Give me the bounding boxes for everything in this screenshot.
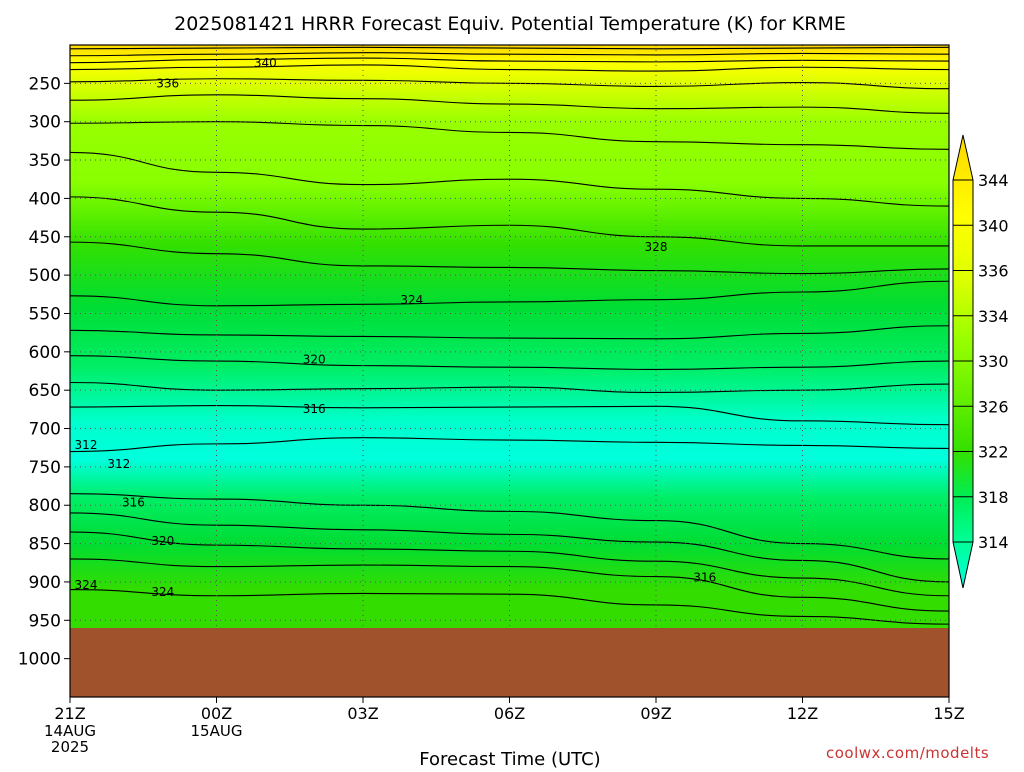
colorbar-label-330: 330 bbox=[978, 352, 1009, 371]
x-tick-label-1: 00Z bbox=[201, 704, 232, 723]
colorbar-label-334: 334 bbox=[978, 307, 1009, 326]
contour-label-1: 336 bbox=[156, 77, 179, 91]
y-tick-label-750: 750 bbox=[29, 458, 61, 478]
credit-text: coolwx.com/modelts bbox=[826, 744, 990, 762]
y-tick-label-950: 950 bbox=[29, 611, 61, 631]
y-tick-label-600: 600 bbox=[29, 343, 61, 363]
ground-surface bbox=[70, 627, 949, 697]
colorbar-label-340: 340 bbox=[978, 216, 1009, 235]
colorbar-label-314: 314 bbox=[978, 533, 1009, 552]
y-tick-label-650: 650 bbox=[29, 381, 61, 401]
contour-342-1 bbox=[70, 52, 949, 57]
contour-332-6 bbox=[70, 121, 949, 150]
contour-338-3 bbox=[70, 64, 949, 72]
y-tick-label-300: 300 bbox=[29, 113, 61, 133]
contour-322-19 bbox=[70, 558, 949, 612]
contour-316-16 bbox=[70, 493, 949, 560]
x-axis-label: Forecast Time (UTC) bbox=[419, 749, 600, 768]
contour-label-0: 340 bbox=[254, 56, 277, 70]
contour-322-11 bbox=[70, 325, 949, 340]
x-tick-sublabel-0-0: 14AUG bbox=[44, 722, 96, 740]
contour-label-2: 328 bbox=[645, 240, 668, 254]
colorbar-label-318: 318 bbox=[978, 488, 1009, 507]
x-tick-label-3: 06Z bbox=[494, 704, 525, 723]
chart-title: 2025081421 HRRR Forecast Equiv. Potentia… bbox=[174, 13, 846, 35]
contour-label-3: 324 bbox=[400, 293, 423, 307]
x-tick-label-0: 21Z bbox=[54, 704, 85, 723]
grid-lines bbox=[70, 45, 949, 697]
y-axis: 250 300 350 400 450 500 550 600 650 700 750 800 850 9… bbox=[18, 74, 70, 670]
y-tick-label-400: 400 bbox=[29, 189, 61, 209]
contour-label-6: 312 bbox=[75, 438, 98, 452]
contour-320-12 bbox=[70, 355, 949, 371]
contour-label-11: 324 bbox=[151, 585, 174, 599]
contour-label-12: 316 bbox=[693, 571, 716, 585]
contour-label-9: 320 bbox=[151, 534, 174, 548]
colorbar-label-344: 344 bbox=[978, 171, 1009, 190]
colorbar: 344 340 336 334 330 326 322 318 314 bbox=[952, 134, 1009, 589]
contour-label-5: 316 bbox=[303, 402, 326, 416]
plot-fill bbox=[70, 45, 949, 662]
contour-label-7: 312 bbox=[107, 457, 130, 471]
x-tick-sublabel-0-1: 2025 bbox=[51, 738, 89, 756]
x-tick-sublabel-1-0: 15AUG bbox=[191, 722, 243, 740]
x-tick-label-4: 09Z bbox=[640, 704, 671, 723]
y-tick-label-450: 450 bbox=[29, 228, 61, 248]
y-tick-label-850: 850 bbox=[29, 535, 61, 555]
y-tick-label-500: 500 bbox=[29, 266, 61, 286]
contour-336-4 bbox=[70, 78, 949, 90]
colorbar-label-336: 336 bbox=[978, 262, 1009, 281]
y-tick-label-800: 800 bbox=[29, 496, 61, 516]
y-tick-label-550: 550 bbox=[29, 304, 61, 324]
contour-label-8: 316 bbox=[122, 495, 145, 509]
x-tick-label-6: 15Z bbox=[933, 704, 964, 723]
colorbar-label-326: 326 bbox=[978, 397, 1009, 416]
y-tick-label-250: 250 bbox=[29, 74, 61, 94]
y-tick-label-1000: 1000 bbox=[18, 650, 61, 670]
x-tick-label-5: 12Z bbox=[787, 704, 818, 723]
y-tick-label-700: 700 bbox=[29, 420, 61, 440]
contour-label-4: 320 bbox=[303, 353, 326, 367]
colorbar-label-322: 322 bbox=[978, 443, 1009, 462]
contour-344-0 bbox=[70, 46, 949, 50]
contour-326-9 bbox=[70, 241, 949, 275]
y-tick-label-350: 350 bbox=[29, 151, 61, 171]
contour-334-5 bbox=[70, 94, 949, 114]
x-tick-label-2: 03Z bbox=[347, 704, 378, 723]
contour-330-7 bbox=[70, 151, 949, 207]
contour-label-10: 324 bbox=[75, 578, 98, 592]
contour-labels: 340 336 328 324 320 316 312 312 316 320 324 324 316 bbox=[75, 56, 717, 599]
y-tick-label-900: 900 bbox=[29, 573, 61, 593]
